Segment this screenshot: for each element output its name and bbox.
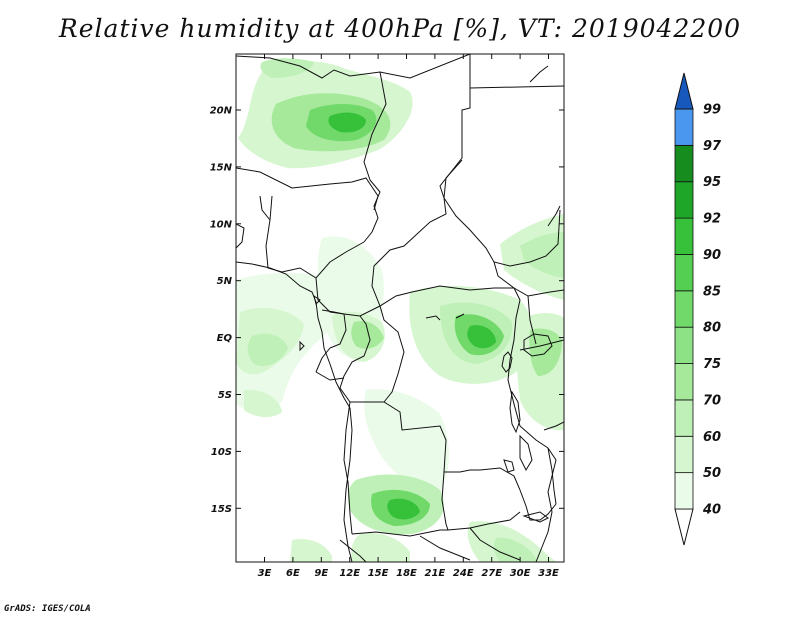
- colorbar-segment: [674, 108, 694, 146]
- humidity-shading: [236, 58, 564, 562]
- lon-tick-label: 18E: [396, 568, 417, 579]
- lat-tick-label: 20N: [210, 106, 233, 117]
- colorbar-label: 40: [702, 503, 721, 518]
- colorbar-segment: [674, 363, 694, 401]
- lat-tick-label: 5N: [217, 276, 233, 287]
- lat-tick-label: 10S: [211, 447, 232, 458]
- colorbar-top-triangle: [674, 72, 694, 110]
- chart-title: Relative humidity at 400hPa [%], VT: 201…: [58, 14, 742, 43]
- map-frame: [235, 53, 565, 563]
- colorbar-segment: [674, 399, 694, 437]
- longitude-axis: 3E 6E 9E 12E 15E 18E 21E 24E 27E 30E 33E: [258, 54, 559, 579]
- colorbar: 40 50 60 70 75 80 85 90 92 95 97 99: [674, 72, 722, 546]
- colorbar-label: 50: [703, 466, 721, 481]
- colorbar-bottom-triangle: [674, 508, 694, 546]
- lat-tick-label: 15N: [210, 162, 233, 173]
- lon-tick-label: 15E: [368, 568, 389, 579]
- colorbar-label: 60: [703, 430, 721, 445]
- colorbar-label: 95: [703, 175, 721, 190]
- lon-tick-label: 30E: [510, 568, 531, 579]
- colorbar-segment: [674, 181, 694, 219]
- lon-tick-label: 21E: [425, 568, 446, 579]
- colorbar-label: 90: [703, 248, 721, 263]
- lon-tick-label: 9E: [314, 568, 328, 579]
- grads-credit: GrADS: IGES/COLA: [4, 604, 91, 614]
- lon-tick-label: 33E: [538, 568, 559, 579]
- lon-tick-label: 27E: [481, 568, 502, 579]
- humidity-region-south: [364, 389, 449, 493]
- colorbar-label: 75: [703, 357, 721, 372]
- lon-tick-label: 12E: [339, 568, 360, 579]
- colorbar-segment: [674, 435, 694, 474]
- lat-tick-label: 5S: [218, 390, 232, 401]
- lon-tick-label: 24E: [453, 568, 474, 579]
- country-borders: [236, 54, 564, 562]
- lon-tick-label: 3E: [258, 568, 272, 579]
- colorbar-segment: [674, 472, 694, 510]
- lon-tick-label: 6E: [286, 568, 300, 579]
- lat-tick-label: 15S: [211, 504, 232, 515]
- colorbar-label: 99: [703, 103, 721, 118]
- colorbar-label: 85: [703, 284, 721, 299]
- lat-tick-label: EQ: [217, 333, 233, 344]
- colorbar-segment: [674, 326, 694, 364]
- colorbar-label: 92: [703, 212, 721, 227]
- colorbar-segment: [674, 254, 694, 292]
- colorbar-label: 97: [703, 139, 722, 154]
- lat-tick-label: 10N: [210, 219, 233, 230]
- colorbar-segment: [674, 290, 694, 328]
- colorbar-label: 70: [703, 393, 721, 408]
- colorbar-label: 80: [703, 321, 721, 336]
- colorbar-segment: [674, 144, 694, 183]
- latitude-axis: 20N 15N 10N 5N EQ 5S 10S 15S: [210, 106, 564, 515]
- colorbar-segment: [674, 217, 694, 255]
